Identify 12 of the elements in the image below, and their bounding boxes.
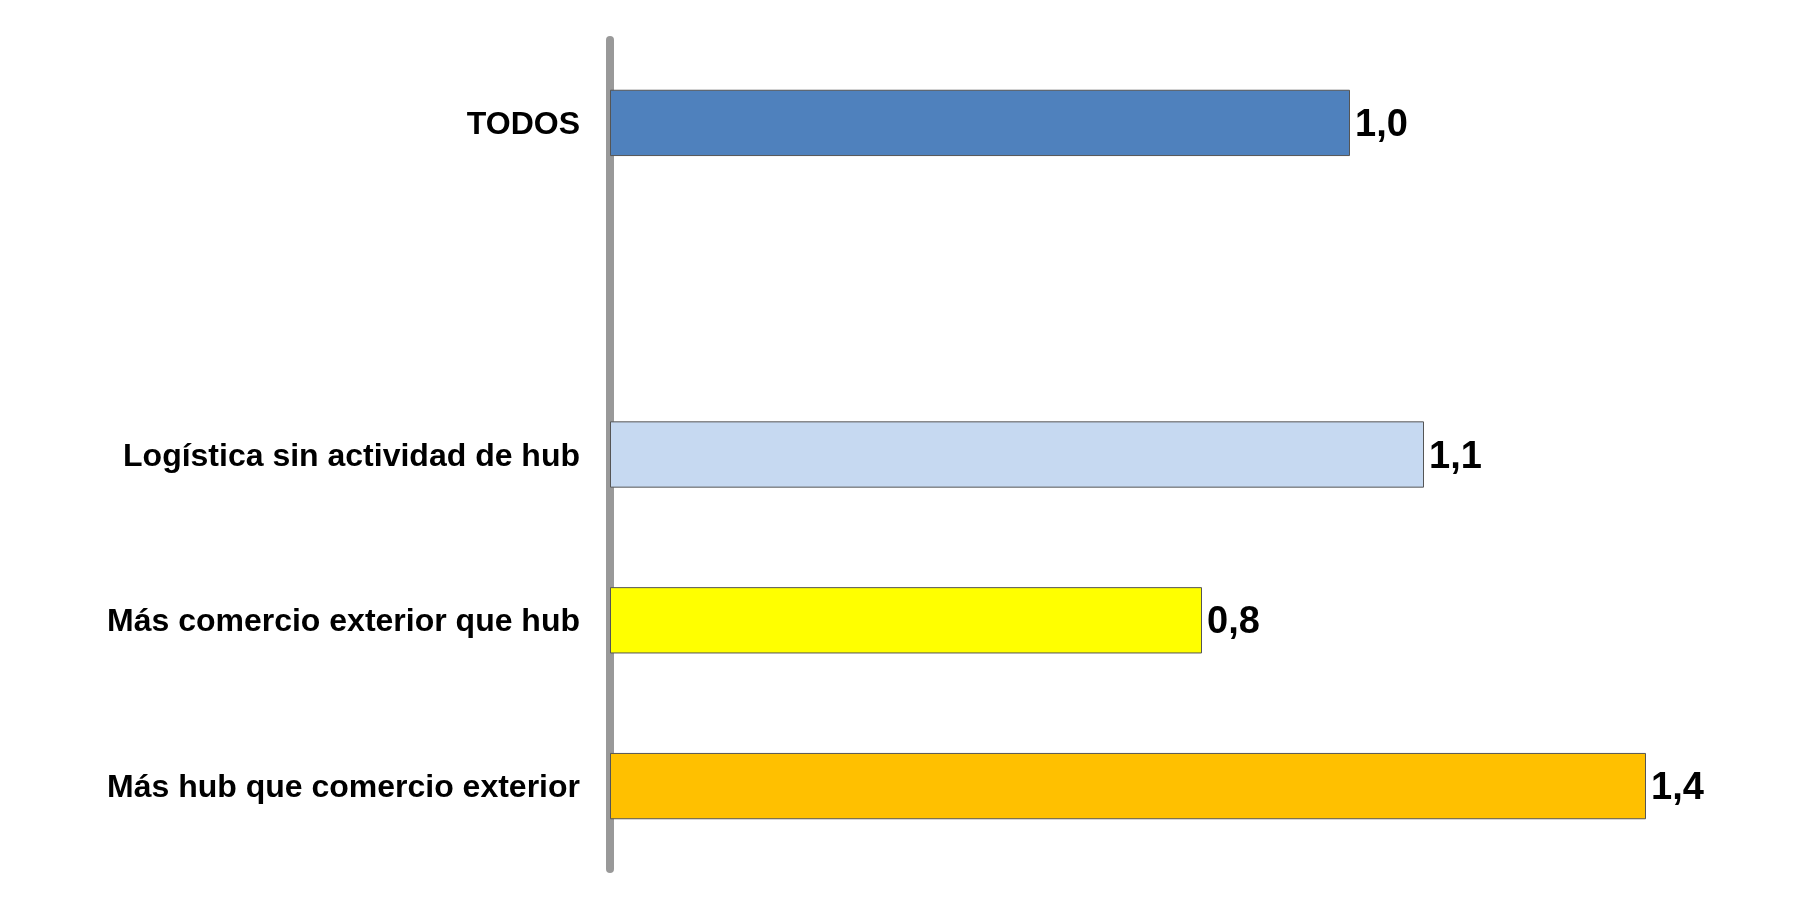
data-label: 1,0	[1355, 101, 1408, 144]
y-tick-label: Logística sin actividad de hub	[123, 436, 580, 473]
y-tick-label: Más hub que comercio exterior	[106, 768, 580, 805]
bar	[610, 421, 1424, 488]
bar	[610, 89, 1350, 157]
data-label: 0,8	[1207, 599, 1260, 642]
bar	[610, 752, 1646, 820]
data-label: 1,4	[1651, 765, 1704, 808]
y-tick-label: Más comercio exterior que hub	[106, 602, 580, 639]
y-tick-label: TODOS	[466, 104, 580, 141]
bar	[610, 587, 1202, 654]
data-label: 1,1	[1429, 433, 1482, 476]
